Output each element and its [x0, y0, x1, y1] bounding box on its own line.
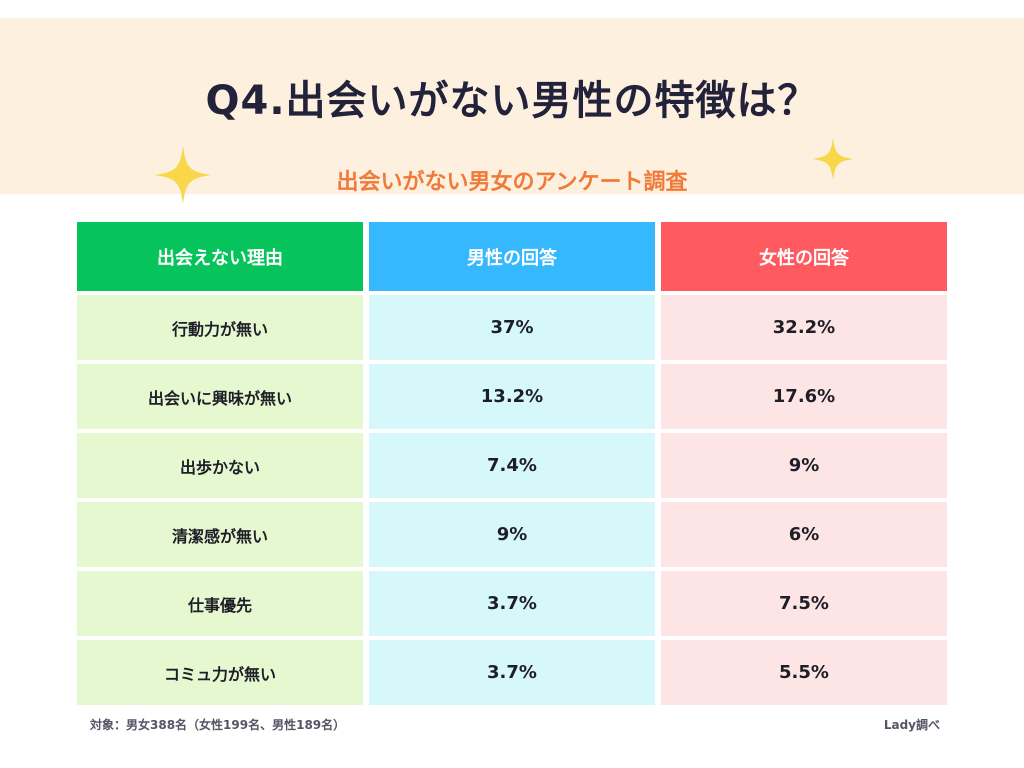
male-value-cell: 3.7%	[369, 571, 655, 636]
table-row: 出歩かない 7.4% 9%	[77, 433, 947, 498]
sparkle-icon	[154, 146, 212, 204]
reason-cell: 仕事優先	[77, 571, 363, 636]
female-value-cell: 17.6%	[661, 364, 947, 429]
male-value-cell: 7.4%	[369, 433, 655, 498]
table-header-row: 出会えない理由 男性の回答 女性の回答	[77, 222, 947, 291]
reason-header: 出会えない理由	[77, 222, 363, 291]
female-value-cell: 6%	[661, 502, 947, 567]
male-value-cell: 9%	[369, 502, 655, 567]
reason-cell: 行動力が無い	[77, 295, 363, 360]
table-row: 行動力が無い 37% 32.2%	[77, 295, 947, 360]
table-row: コミュ力が無い 3.7% 5.5%	[77, 640, 947, 705]
female-header: 女性の回答	[661, 222, 947, 291]
table-row: 清潔感が無い 9% 6%	[77, 502, 947, 567]
table-row: 仕事優先 3.7% 7.5%	[77, 571, 947, 636]
sparkle-icon	[812, 138, 854, 180]
header-banner: Q4.出会いがない男性の特徴は？ 出会いがない男女のアンケート調査	[0, 18, 1024, 204]
reason-cell: 出会いに興味が無い	[77, 364, 363, 429]
page-subtitle: 出会いがない男女のアンケート調査	[336, 170, 688, 195]
female-value-cell: 7.5%	[661, 571, 947, 636]
male-value-cell: 37%	[369, 295, 655, 360]
reason-cell: コミュ力が無い	[77, 640, 363, 705]
survey-target-note: 対象：男女388名（女性199名、男性189名）	[90, 718, 346, 732]
female-value-cell: 9%	[661, 433, 947, 498]
male-value-cell: 13.2%	[369, 364, 655, 429]
table-row: 出会いに興味が無い 13.2% 17.6%	[77, 364, 947, 429]
male-header: 男性の回答	[369, 222, 655, 291]
source-note: Lady調べ	[883, 718, 940, 732]
male-value-cell: 3.7%	[369, 640, 655, 705]
female-value-cell: 32.2%	[661, 295, 947, 360]
reason-cell: 清潔感が無い	[77, 502, 363, 567]
page-title: Q4.出会いがない男性の特徴は？	[205, 78, 819, 124]
female-value-cell: 5.5%	[661, 640, 947, 705]
reason-cell: 出歩かない	[77, 433, 363, 498]
